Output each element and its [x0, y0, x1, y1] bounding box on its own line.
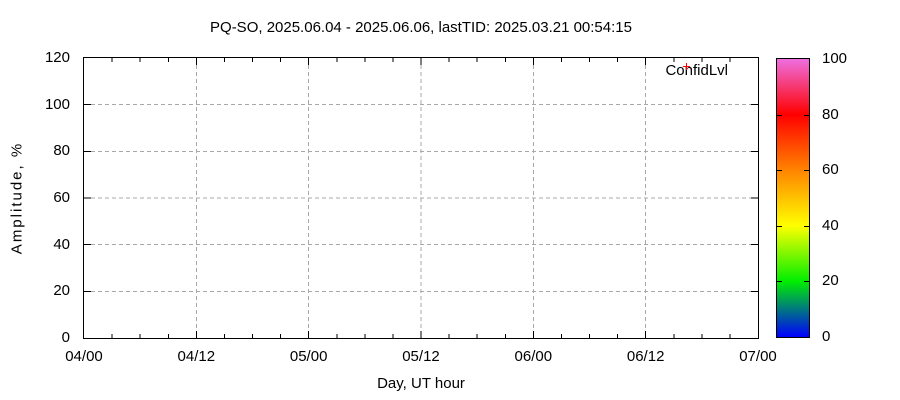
y-tick-label: 100: [44, 95, 70, 113]
y-tick-label: 80: [53, 142, 70, 160]
colorbar-tick-mark: [804, 114, 809, 116]
y-tick-label: 20: [53, 282, 70, 300]
x-tick-label: 04/00: [65, 348, 103, 365]
x-tick-label: 06/00: [514, 348, 553, 365]
colorbar-tick-label: 80: [822, 105, 839, 123]
colorbar-tick-mark: [804, 225, 809, 227]
colorbar-tick-label: 40: [822, 216, 839, 234]
colorbar-tick-label: 20: [822, 272, 839, 290]
colorbar: [776, 58, 810, 338]
x-tick-label: 05/12: [402, 348, 440, 365]
legend: ConfidLvl: [665, 62, 728, 79]
legend-marker-plus-icon: [683, 63, 691, 70]
y-tick-label: 40: [53, 235, 70, 253]
colorbar-tick-mark: [777, 114, 782, 116]
x-axis-title: Day, UT hour: [377, 375, 465, 392]
x-tick-label: 05/00: [289, 348, 328, 365]
plot-area: ConfidLvl: [83, 57, 759, 339]
colorbar-tick-label: 60: [822, 161, 839, 179]
legend-series-label: ConfidLvl: [665, 62, 728, 79]
colorbar-tick-label: 100: [822, 50, 848, 67]
colorbar-tick-mark: [777, 281, 782, 283]
chart-title: PQ-SO, 2025.06.04 - 2025.06.06, lastTID:…: [210, 19, 632, 36]
x-tick-label: 04/12: [177, 348, 216, 365]
y-tick-label: 120: [44, 49, 70, 66]
colorbar-tick-mark: [804, 170, 809, 172]
plot-grid: [84, 58, 758, 338]
colorbar-tick-mark: [804, 281, 809, 283]
y-tick-label: 0: [61, 329, 70, 346]
colorbar-tick-label: 0: [822, 328, 831, 345]
colorbar-tick-mark: [777, 225, 782, 227]
x-tick-label: 07/00: [739, 348, 777, 365]
y-tick-label: 60: [53, 189, 70, 206]
colorbar-tick-mark: [777, 170, 782, 172]
x-tick-label: 06/12: [626, 348, 665, 365]
